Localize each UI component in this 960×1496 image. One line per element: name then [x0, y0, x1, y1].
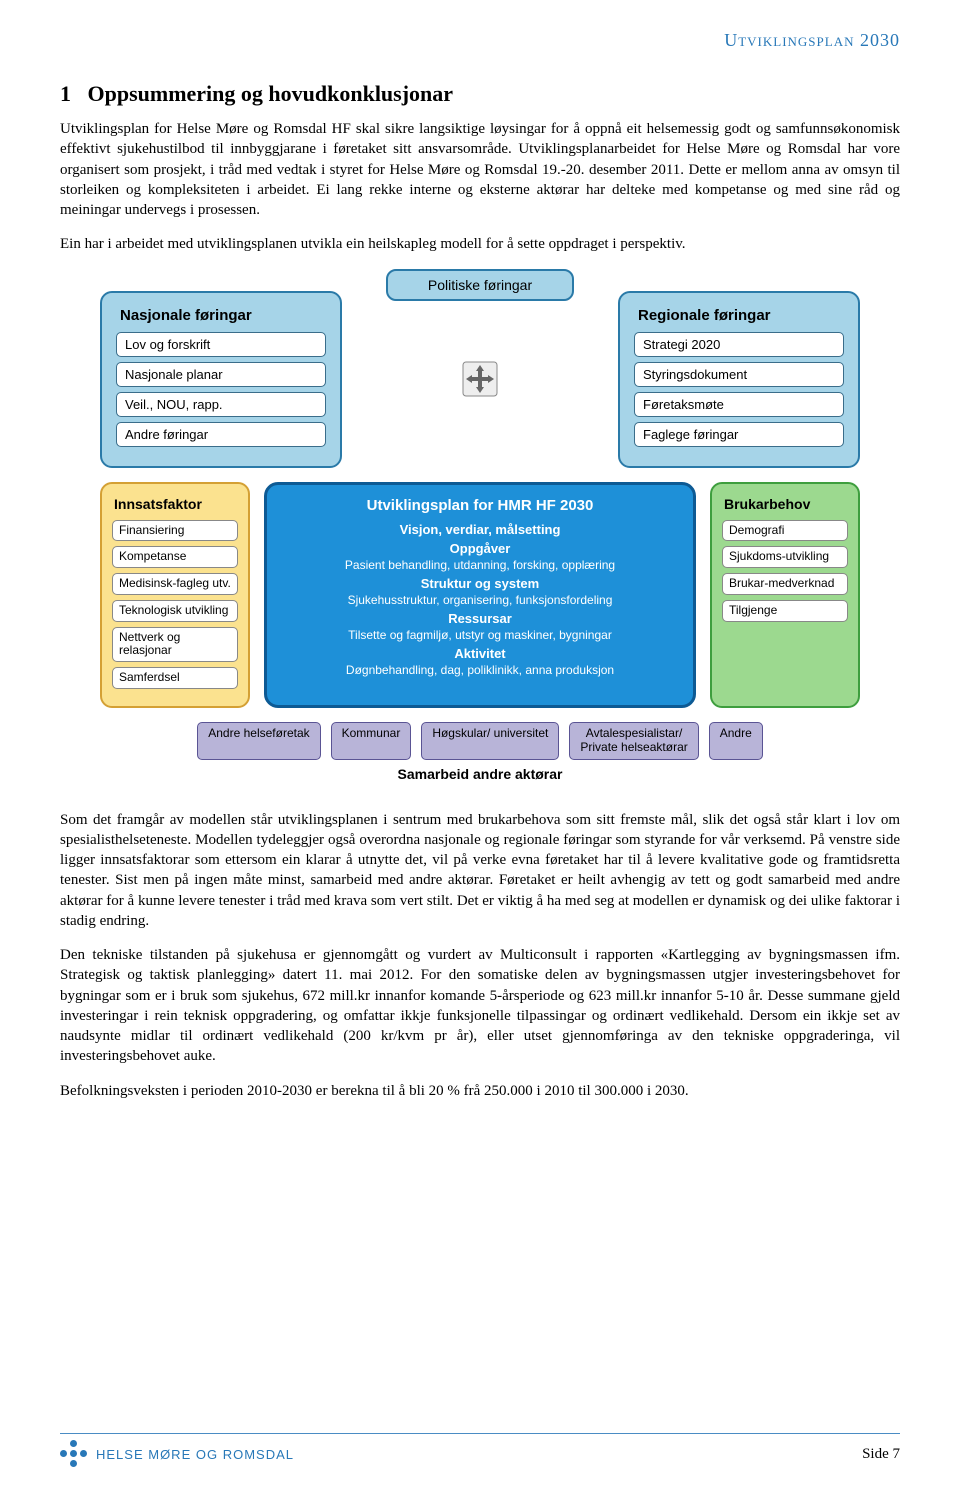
- paragraph-3: Som det framgår av modellen står utvikli…: [60, 810, 900, 932]
- center-row-text: Pasient behandling, utdanning, forsking,…: [281, 558, 679, 572]
- regionale-foringar-box: Regionale føringar Strategi 2020 Styring…: [618, 291, 860, 468]
- model-diagram: Politiske føringar Nasjonale føringar Lo…: [100, 269, 860, 782]
- brukarbehov-box: Brukarbehov Demografi Sjukdoms-utvikling…: [710, 482, 860, 709]
- innsats-item: Nettverk og relasjonar: [112, 627, 238, 663]
- samarbeid-item: Høgskular/ universitet: [421, 722, 559, 760]
- regionale-item: Styringsdokument: [634, 362, 844, 387]
- center-row-text: Tilsette og fagmiljø, utstyr og maskiner…: [281, 628, 679, 642]
- section-number: 1: [60, 81, 71, 106]
- section-heading: 1 Oppsummering og hovudkonklusjonar: [60, 81, 900, 107]
- brukar-item: Sjukdoms-utvikling: [722, 546, 848, 568]
- samarbeid-item: Andre: [709, 722, 763, 760]
- nasjonale-item: Lov og forskrift: [116, 332, 326, 357]
- center-row-title: Struktur og system: [281, 576, 679, 591]
- nasjonale-item: Andre føringar: [116, 422, 326, 447]
- logo-icon: [60, 1440, 88, 1468]
- center-row-text: Sjukehusstruktur, organisering, funksjon…: [281, 593, 679, 607]
- samarbeid-item: Avtalespesialistar/ Private helseaktørar: [569, 722, 698, 760]
- regionale-item: Faglege føringar: [634, 422, 844, 447]
- samarbeid-row: Andre helseføretak Kommunar Høgskular/ u…: [100, 722, 860, 782]
- brukar-item: Demografi: [722, 520, 848, 542]
- center-row-title: Oppgåver: [281, 541, 679, 556]
- footer-org-name: HELSE MØRE OG ROMSDAL: [96, 1447, 294, 1462]
- samarbeid-item: Andre helseføretak: [197, 722, 320, 760]
- paragraph-5: Befolkningsveksten i perioden 2010-2030 …: [60, 1081, 900, 1101]
- nasjonale-item: Nasjonale planar: [116, 362, 326, 387]
- footer-logo: HELSE MØRE OG ROMSDAL: [60, 1440, 294, 1468]
- paragraph-1: Utviklingsplan for Helse Møre og Romsdal…: [60, 119, 900, 220]
- samarbeid-item: Kommunar: [331, 722, 412, 760]
- brukar-item: Tilgjenge: [722, 600, 848, 622]
- brukar-item: Brukar-medverknad: [722, 573, 848, 595]
- innsats-item: Medisinsk-fagleg utv.: [112, 573, 238, 595]
- center-row-text: Døgnbehandling, dag, poliklinikk, anna p…: [281, 663, 679, 677]
- innsats-title: Innsatsfaktor: [114, 496, 238, 512]
- center-row-title: Aktivitet: [281, 646, 679, 661]
- politiske-foringar-box: Politiske føringar: [386, 269, 574, 301]
- regionale-item: Strategi 2020: [634, 332, 844, 357]
- paragraph-4: Den tekniske tilstanden på sjukehusa er …: [60, 945, 900, 1067]
- center-row-title: Ressursar: [281, 611, 679, 626]
- center-row-title: Visjon, verdiar, målsetting: [281, 522, 679, 537]
- utviklingsplan-center-box: Utviklingsplan for HMR HF 2030 Visjon, v…: [264, 482, 696, 709]
- page-footer: HELSE MØRE OG ROMSDAL Side 7: [60, 1433, 900, 1468]
- page-number: Side 7: [862, 1446, 900, 1463]
- innsatsfaktor-box: Innsatsfaktor Finansiering Kompetanse Me…: [100, 482, 250, 709]
- center-main-title: Utviklingsplan for HMR HF 2030: [281, 497, 679, 514]
- innsats-item: Finansiering: [112, 520, 238, 542]
- move-arrows-icon: [462, 361, 498, 397]
- innsats-item: Kompetanse: [112, 546, 238, 568]
- regionale-title: Regionale føringar: [638, 307, 844, 324]
- innsats-item: Teknologisk utvikling: [112, 600, 238, 622]
- samarbeid-title: Samarbeid andre aktørar: [100, 766, 860, 782]
- regionale-item: Føretaksmøte: [634, 392, 844, 417]
- nasjonale-foringar-box: Nasjonale føringar Lov og forskrift Nasj…: [100, 291, 342, 468]
- nasjonale-title: Nasjonale føringar: [120, 307, 326, 324]
- paragraph-2: Ein har i arbeidet med utviklingsplanen …: [60, 234, 900, 254]
- running-header: Utviklingsplan 2030: [60, 30, 900, 51]
- section-title-text: Oppsummering og hovudkonklusjonar: [88, 81, 454, 106]
- brukar-title: Brukarbehov: [724, 496, 848, 512]
- innsats-item: Samferdsel: [112, 667, 238, 689]
- nasjonale-item: Veil., NOU, rapp.: [116, 392, 326, 417]
